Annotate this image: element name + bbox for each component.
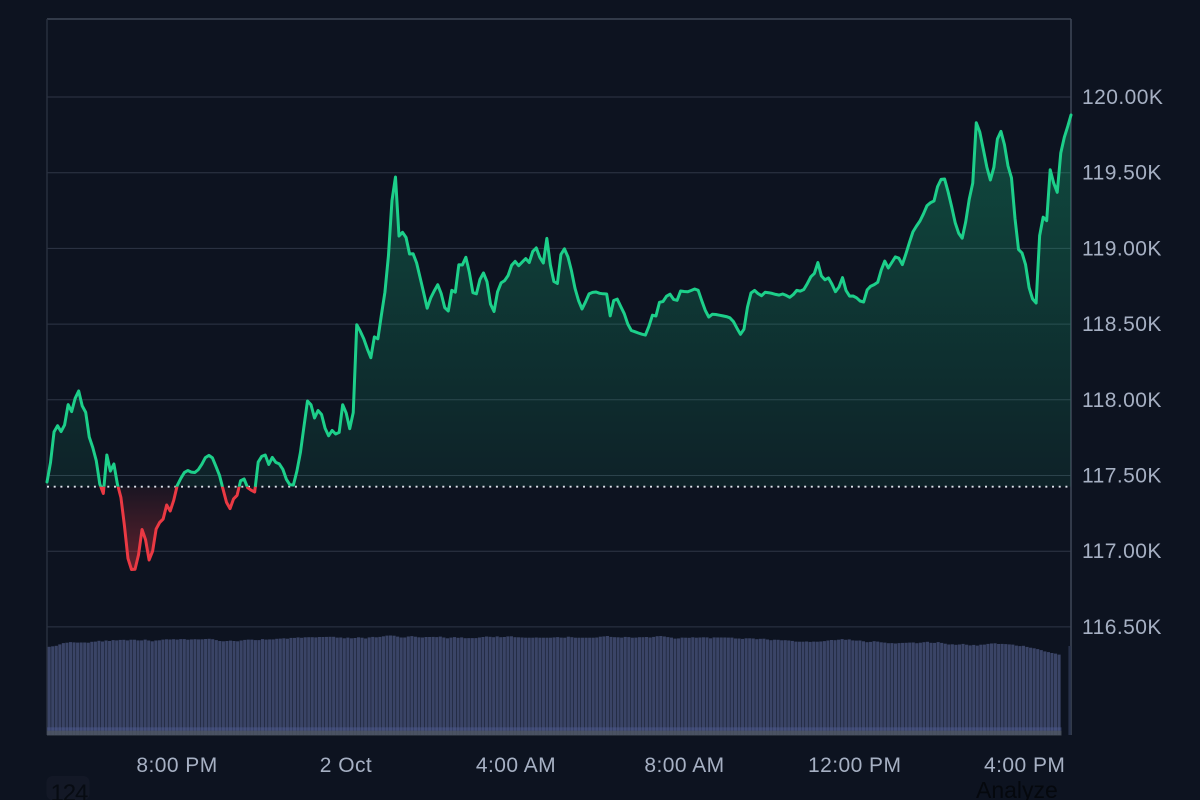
svg-text:116.50K: 116.50K <box>1082 616 1162 639</box>
svg-text:4:00 AM: 4:00 AM <box>476 754 556 777</box>
svg-text:118.50K: 118.50K <box>1082 313 1162 336</box>
svg-text:Analyze: Analyze <box>976 777 1058 800</box>
svg-text:4:00 PM: 4:00 PM <box>984 754 1065 777</box>
svg-text:120.00K: 120.00K <box>1082 86 1163 109</box>
svg-text:2 Oct: 2 Oct <box>320 754 372 777</box>
svg-text:119.50K: 119.50K <box>1082 162 1162 185</box>
svg-text:8:00 PM: 8:00 PM <box>136 754 217 777</box>
svg-text:118.00K: 118.00K <box>1082 389 1162 412</box>
svg-text:119.00K: 119.00K <box>1082 237 1162 260</box>
svg-text:117.50K: 117.50K <box>1082 465 1162 488</box>
svg-text:12:00 PM: 12:00 PM <box>808 754 902 777</box>
svg-text:8:00 AM: 8:00 AM <box>644 754 724 777</box>
svg-text:124: 124 <box>51 780 88 800</box>
svg-text:117.00K: 117.00K <box>1082 540 1162 563</box>
